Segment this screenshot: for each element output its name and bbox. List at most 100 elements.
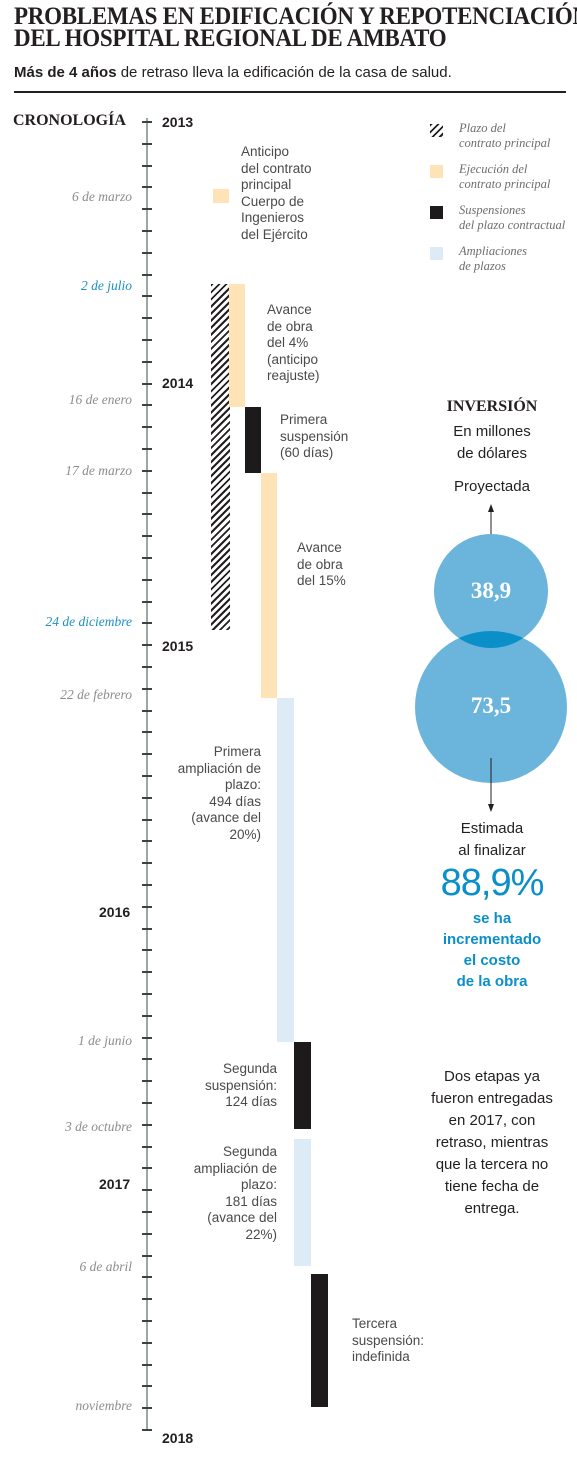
ampliacion-bar-2 bbox=[294, 1139, 311, 1266]
axis-tick bbox=[142, 666, 152, 668]
date-6-abril: 6 de abril bbox=[79, 1259, 133, 1274]
axis-tick bbox=[142, 1255, 152, 1257]
investment-unit: En millones de dólares bbox=[453, 423, 531, 462]
axis-tick bbox=[142, 1015, 152, 1017]
axis-tick bbox=[142, 121, 152, 123]
axis-tick bbox=[142, 1189, 152, 1191]
plazo-contrato-bar bbox=[211, 284, 230, 630]
timeline-axis bbox=[146, 118, 148, 1430]
note-primera-suspension: Primera suspensión (60 días) bbox=[280, 412, 349, 460]
axis-tick bbox=[142, 1167, 152, 1169]
date-noviembre: noviembre bbox=[75, 1398, 132, 1413]
subtitle: Más de 4 años de retraso lleva la edific… bbox=[14, 64, 452, 81]
ampliacion-bar-1 bbox=[277, 698, 294, 1042]
axis-tick bbox=[142, 1058, 152, 1060]
percent-caption: se ha incrementado el costo de la obra bbox=[442, 910, 542, 990]
axis-tick bbox=[142, 928, 152, 930]
axis-tick bbox=[142, 557, 152, 559]
axis-tick bbox=[142, 252, 152, 254]
axis-tick bbox=[142, 993, 152, 995]
year-2017: 2017 bbox=[99, 1176, 131, 1192]
date-2-julio: 2 de julio bbox=[81, 278, 132, 293]
axis-tick bbox=[142, 1146, 152, 1148]
investment-title: INVERSIÓN bbox=[446, 398, 538, 415]
subtitle-bold: Más de 4 años bbox=[14, 64, 117, 81]
axis-tick bbox=[142, 165, 152, 167]
year-2015: 2015 bbox=[162, 638, 194, 654]
axis-tick bbox=[142, 1233, 152, 1235]
axis-tick bbox=[142, 1124, 152, 1126]
axis-tick bbox=[142, 295, 152, 297]
legend-suspensiones: Suspensiones del plazo contractual bbox=[459, 203, 566, 232]
legend-swatch-suspensiones bbox=[430, 206, 443, 219]
projected-bubble bbox=[434, 534, 548, 648]
axis-tick bbox=[142, 1320, 152, 1322]
ejecucion-bar-1 bbox=[229, 284, 245, 407]
axis-tick bbox=[142, 339, 152, 341]
axis-tick bbox=[142, 775, 152, 777]
suspension-bar-1 bbox=[245, 407, 261, 473]
infographic-title: PROBLEMAS EN EDIFICACIÓN Y REPOTENCIACIÓ… bbox=[14, 4, 577, 52]
axis-tick bbox=[142, 470, 152, 472]
title-line-2: DEL HOSPITAL REGIONAL DE AMBATO bbox=[14, 25, 447, 52]
estimated-bubble bbox=[415, 631, 567, 783]
axis-tick bbox=[142, 862, 152, 864]
axis-tick bbox=[142, 1276, 152, 1278]
axis-tick bbox=[142, 971, 152, 973]
suspension-bar-2 bbox=[294, 1042, 311, 1129]
timeline-label: CRONOLOGÍA bbox=[13, 112, 126, 129]
date-3-octubre: 3 de octubre bbox=[65, 1119, 132, 1134]
axis-tick bbox=[142, 143, 152, 145]
delivery-note: Dos etapas ya fueron entregadas en 2017,… bbox=[431, 1068, 553, 1217]
axis-tick bbox=[142, 426, 152, 428]
investment-bubbles bbox=[415, 504, 567, 812]
axis-tick bbox=[142, 710, 152, 712]
axis-tick bbox=[142, 644, 152, 646]
legend-plazo: Plazo del contrato principal bbox=[459, 121, 551, 150]
legend-swatch-ejecucion bbox=[430, 165, 443, 178]
axis-tick bbox=[142, 492, 152, 494]
axis-tick bbox=[142, 383, 152, 385]
axis-tick bbox=[142, 1080, 152, 1082]
date-24-diciembre: 24 de diciembre bbox=[45, 614, 132, 629]
axis-tick bbox=[142, 731, 152, 733]
legend-ejecucion: Ejecución del contrato principal bbox=[459, 162, 551, 191]
date-6-marzo: 6 de marzo bbox=[72, 189, 132, 204]
legend-ampliaciones: Ampliaciones de plazos bbox=[459, 244, 528, 273]
axis-tick bbox=[142, 1102, 152, 1104]
note-segunda-ampliacion: Segunda ampliación de plazo: 181 días (a… bbox=[193, 1144, 277, 1242]
legend-swatch-plazo bbox=[430, 124, 443, 137]
axis-tick bbox=[142, 361, 152, 363]
header-divider bbox=[14, 91, 566, 93]
axis-tick bbox=[142, 535, 152, 537]
axis-tick bbox=[142, 884, 152, 886]
axis-tick bbox=[142, 274, 152, 276]
estimated-value: 73,5 bbox=[470, 693, 512, 718]
axis-tick bbox=[142, 208, 152, 210]
axis-tick bbox=[142, 579, 152, 581]
year-2018: 2018 bbox=[162, 1430, 194, 1446]
axis-tick bbox=[142, 753, 152, 755]
note-anticipo: Anticipo del contrato principal Cuerpo d… bbox=[241, 144, 312, 242]
axis-tick bbox=[142, 1211, 152, 1213]
subtitle-rest: de retraso lleva la edificación de la ca… bbox=[116, 64, 452, 81]
axis-tick bbox=[142, 688, 152, 690]
year-2013: 2013 bbox=[162, 114, 194, 130]
percent-increase: 88,9% bbox=[440, 862, 545, 904]
axis-tick bbox=[142, 601, 152, 603]
suspension-bar-3 bbox=[311, 1274, 328, 1407]
note-avance-4: Avance de obra del 4% (anticipo reajuste… bbox=[267, 302, 320, 383]
date-17-marzo: 17 de marzo bbox=[65, 463, 132, 478]
projected-value: 38,9 bbox=[470, 578, 512, 603]
axis-tick bbox=[142, 797, 152, 799]
ejecucion-bar-2 bbox=[261, 473, 277, 698]
year-2016: 2016 bbox=[99, 904, 131, 920]
projected-arrow-head bbox=[488, 504, 494, 512]
projected-label: Proyectada bbox=[454, 478, 530, 495]
note-segunda-suspension: Segunda suspensión: 124 días bbox=[204, 1061, 277, 1109]
date-22-febrero: 22 de febrero bbox=[60, 687, 132, 702]
axis-tick bbox=[142, 317, 152, 319]
legend-swatch-ampliaciones bbox=[430, 247, 443, 260]
date-16-enero: 16 de enero bbox=[68, 392, 132, 407]
axis-tick bbox=[142, 1407, 152, 1409]
